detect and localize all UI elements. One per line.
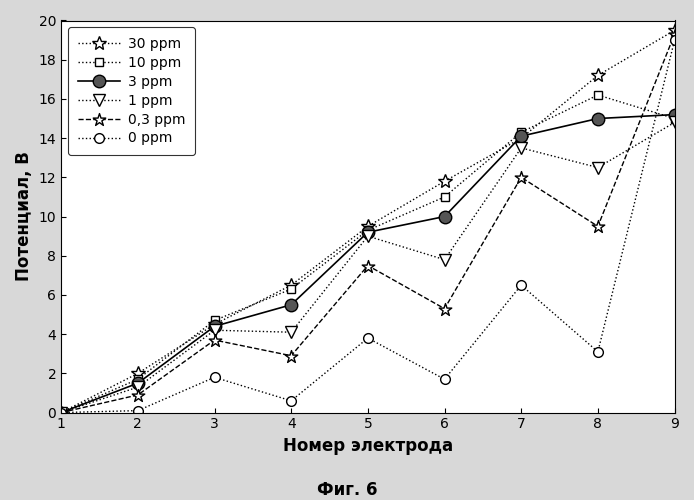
30 ppm	[57, 410, 65, 416]
10 ppm	[364, 228, 372, 234]
Line: 30 ppm: 30 ppm	[54, 24, 682, 419]
3 ppm	[441, 214, 449, 220]
Text: Фиг. 6: Фиг. 6	[316, 481, 378, 499]
3 ppm	[517, 133, 525, 139]
10 ppm	[594, 92, 602, 98]
10 ppm	[210, 318, 219, 324]
3 ppm	[594, 116, 602, 121]
30 ppm	[134, 370, 142, 376]
Line: 0 ppm: 0 ppm	[56, 35, 679, 417]
0 ppm	[441, 376, 449, 382]
Line: 10 ppm: 10 ppm	[57, 91, 679, 417]
1 ppm	[287, 329, 296, 335]
0,3 ppm	[517, 174, 525, 180]
0,3 ppm	[210, 337, 219, 343]
30 ppm	[210, 322, 219, 328]
X-axis label: Номер электрода: Номер электрода	[282, 437, 453, 455]
10 ppm	[134, 376, 142, 382]
0,3 ppm	[57, 410, 65, 416]
0 ppm	[134, 408, 142, 414]
30 ppm	[670, 28, 679, 34]
30 ppm	[441, 178, 449, 184]
1 ppm	[517, 145, 525, 151]
0 ppm	[364, 335, 372, 341]
10 ppm	[517, 129, 525, 135]
Y-axis label: Потенциал, В: Потенциал, В	[15, 152, 33, 282]
0 ppm	[287, 398, 296, 404]
1 ppm	[210, 327, 219, 333]
Line: 3 ppm: 3 ppm	[55, 108, 681, 419]
3 ppm	[57, 410, 65, 416]
30 ppm	[364, 224, 372, 230]
0 ppm	[210, 374, 219, 380]
0,3 ppm	[134, 392, 142, 398]
Line: 0,3 ppm: 0,3 ppm	[55, 28, 681, 419]
0 ppm	[517, 282, 525, 288]
3 ppm	[134, 380, 142, 386]
1 ppm	[594, 164, 602, 170]
1 ppm	[364, 233, 372, 239]
0,3 ppm	[670, 31, 679, 37]
10 ppm	[287, 286, 296, 292]
Line: 1 ppm: 1 ppm	[56, 117, 680, 418]
1 ppm	[134, 384, 142, 390]
30 ppm	[287, 282, 296, 288]
3 ppm	[287, 302, 296, 308]
0,3 ppm	[287, 352, 296, 358]
10 ppm	[441, 194, 449, 200]
3 ppm	[210, 324, 219, 330]
3 ppm	[364, 229, 372, 235]
1 ppm	[670, 120, 679, 126]
0,3 ppm	[364, 262, 372, 268]
10 ppm	[670, 116, 679, 121]
30 ppm	[517, 135, 525, 141]
10 ppm	[57, 410, 65, 416]
1 ppm	[441, 256, 449, 262]
Legend: 30 ppm, 10 ppm, 3 ppm, 1 ppm, 0,3 ppm, 0 ppm: 30 ppm, 10 ppm, 3 ppm, 1 ppm, 0,3 ppm, 0…	[68, 28, 195, 155]
0 ppm	[670, 37, 679, 43]
3 ppm	[670, 112, 679, 117]
0,3 ppm	[441, 306, 449, 312]
0,3 ppm	[594, 224, 602, 230]
0 ppm	[57, 410, 65, 416]
30 ppm	[594, 72, 602, 78]
0 ppm	[594, 349, 602, 355]
1 ppm	[57, 410, 65, 416]
